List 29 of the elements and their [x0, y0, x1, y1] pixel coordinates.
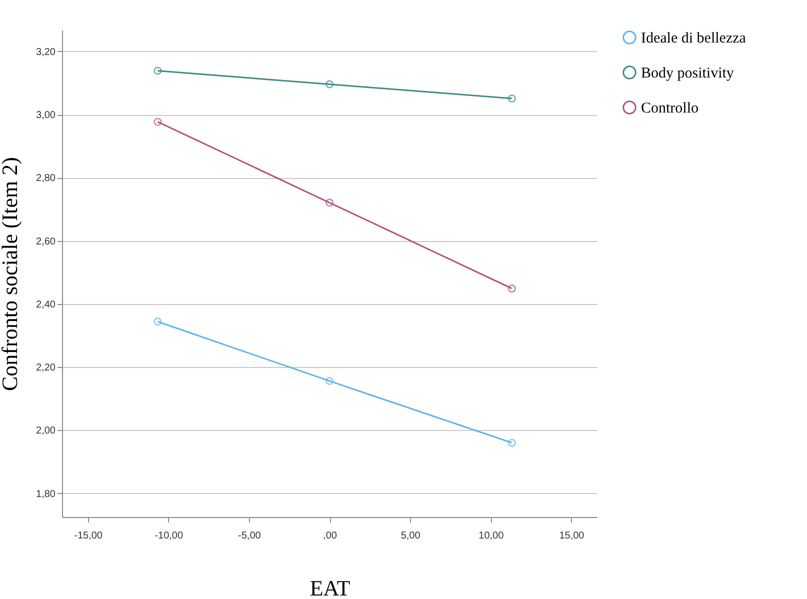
x-tick-label: 10,00 — [478, 530, 504, 542]
y-tick-label: 1,80 — [36, 488, 56, 500]
x-axis-title: EAT — [310, 576, 351, 599]
point — [325, 376, 334, 385]
point — [154, 118, 162, 126]
y-tick-label: 3,20 — [36, 46, 56, 58]
y-tick-label: 2,60 — [36, 236, 56, 248]
point — [508, 438, 516, 447]
y-axis-title: Confronto sociale (Item 2) — [0, 157, 22, 391]
y-tick-label: 3,00 — [36, 110, 56, 122]
legend-label: Body positivity — [641, 66, 734, 82]
point — [508, 94, 516, 102]
x-tick-label: 15,00 — [559, 530, 585, 542]
point — [154, 66, 162, 75]
legend-label: Ideale di bellezza — [641, 30, 746, 46]
x-tick-label: -5,00 — [238, 530, 262, 542]
x-tick-label: -15,00 — [74, 530, 103, 542]
y-tick-label: 2,20 — [36, 362, 56, 374]
point — [325, 198, 334, 207]
point — [154, 318, 162, 326]
x-tick-label: ,00 — [323, 530, 338, 542]
legend-label: Controllo — [641, 100, 699, 116]
point — [508, 284, 516, 292]
y-tick-label: 2,80 — [36, 173, 56, 184]
y-tick-label: 2,00 — [36, 426, 56, 437]
x-tick-label: 5,00 — [400, 530, 421, 542]
y-tick-label: 2,40 — [36, 299, 56, 310]
point — [325, 80, 334, 88]
x-tick-label: -10,00 — [154, 530, 184, 542]
